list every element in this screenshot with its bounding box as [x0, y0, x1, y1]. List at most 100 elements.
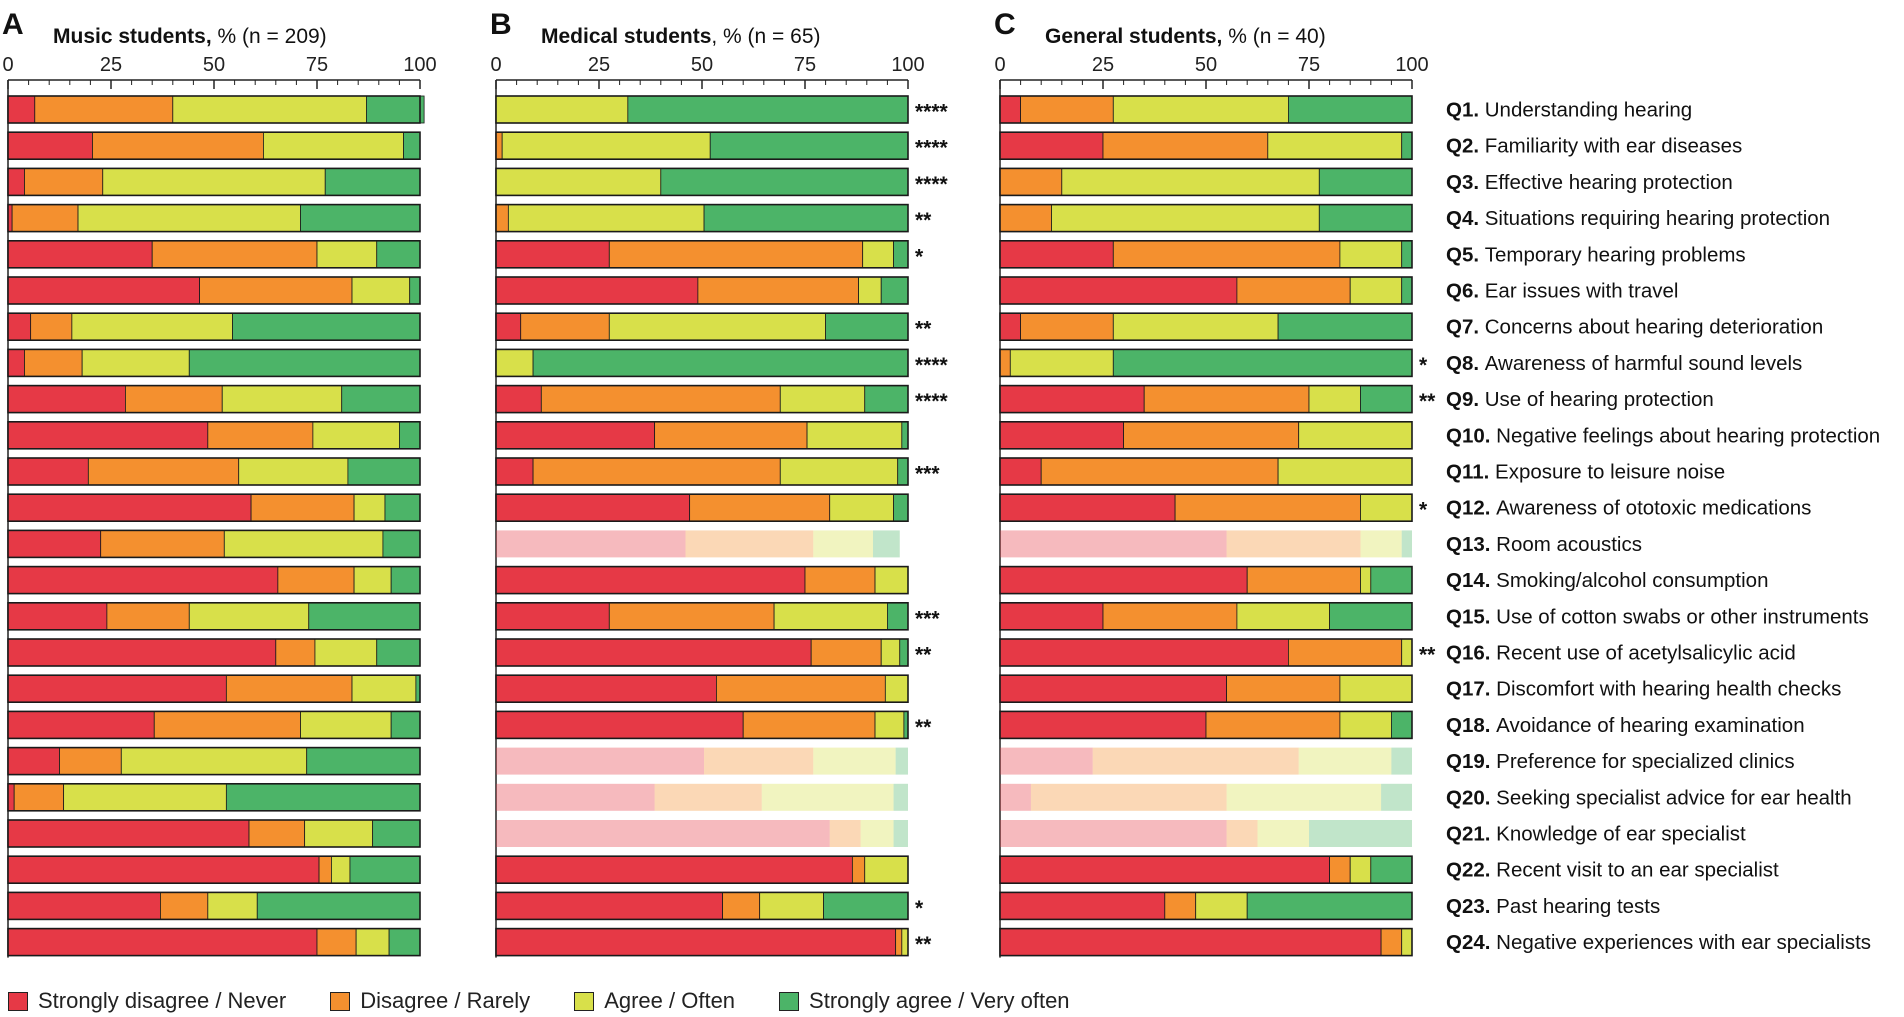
bar-outline [7, 203, 421, 233]
bar-segment [864, 855, 909, 884]
bar-segment [324, 167, 421, 196]
bar-segment [999, 638, 1289, 667]
bar-outline [7, 457, 421, 486]
bar-segment [999, 348, 1011, 377]
bar-segment [1236, 602, 1331, 631]
bar-segment [1339, 711, 1392, 739]
bar-segment [999, 276, 1238, 305]
bar-outline [495, 493, 909, 523]
bar-segment [1360, 566, 1372, 594]
bar-segment [779, 457, 899, 486]
bar-segment [761, 783, 894, 811]
bar-outline [7, 674, 421, 704]
bar-segment [7, 131, 93, 160]
bar-segment [151, 240, 318, 269]
bar-segment [689, 493, 831, 522]
bar-segment [188, 348, 421, 377]
bar-segment [390, 711, 421, 739]
bar-segment [1329, 855, 1351, 884]
bar-segment [87, 457, 240, 486]
bar-segment [495, 348, 534, 377]
bar-outline [999, 348, 1413, 378]
bar-segment [1061, 167, 1320, 196]
bar-segment [999, 892, 1166, 920]
bar-outline [7, 710, 421, 740]
bar-segment [1401, 240, 1413, 269]
significance-marker: *** [915, 463, 940, 486]
bar-segment [901, 928, 909, 956]
bar-segment [1401, 928, 1413, 956]
question-label: Q12. Awareness of ototoxic medications [1446, 497, 1811, 520]
bar-segment [316, 240, 378, 269]
bar-segment [532, 348, 909, 377]
bar-segment [862, 240, 894, 269]
bar-segment [722, 892, 761, 920]
bar-segment [495, 855, 853, 884]
x-tick-label: 0 [994, 54, 1005, 76]
bar-segment [627, 95, 909, 124]
legend-swatch [779, 991, 800, 1011]
bar-segment [1174, 493, 1361, 522]
bar-segment [496, 783, 655, 811]
bar-segment [351, 674, 417, 703]
bar-segment [1401, 530, 1412, 558]
bar-segment [7, 493, 252, 522]
bar-outline [495, 276, 909, 305]
bar-outline [495, 384, 909, 414]
bar-segment [1205, 711, 1341, 739]
bar-segment [829, 820, 861, 847]
bar-segment [520, 312, 610, 341]
bar-segment [999, 131, 1104, 160]
bar-outline [7, 95, 421, 124]
bar-outline [7, 420, 421, 450]
bar-segment [1112, 312, 1279, 341]
bar-segment [388, 928, 421, 956]
bar-segment [331, 855, 351, 884]
bar-outline [999, 674, 1413, 704]
bar-segment [1308, 385, 1361, 414]
bar-segment [703, 204, 909, 233]
question-label: Q18. Avoidance of hearing examination [1446, 714, 1805, 737]
bar-outline [7, 276, 421, 305]
bar-segment [495, 892, 724, 920]
bar-segment [495, 928, 897, 956]
bar-outline [999, 927, 1413, 957]
legend: Strongly disagree / Never Disagree / Rar… [8, 988, 1114, 1014]
bar-segment [999, 204, 1052, 233]
bar-segment [897, 457, 909, 486]
bar-segment [823, 892, 909, 920]
bar-segment [225, 674, 353, 703]
bar-segment [1288, 95, 1413, 124]
significance-marker: ** [915, 933, 932, 956]
bar-segment [71, 312, 233, 341]
bar-segment [376, 638, 421, 667]
bar-segment [308, 602, 421, 631]
bar-segment [999, 928, 1382, 956]
bar-segment [81, 348, 190, 377]
bar-segment [864, 385, 909, 414]
bar-segment [1092, 747, 1299, 775]
x-tick-label: 100 [1395, 54, 1428, 76]
question-label: Q9. Use of hearing protection [1446, 388, 1714, 411]
bar-segment [1370, 566, 1413, 594]
bar-outline [495, 891, 909, 921]
bar-segment [353, 566, 392, 594]
bar-segment [1040, 457, 1279, 486]
bar-outline [495, 131, 909, 160]
bar-segment [1123, 421, 1300, 450]
x-tick-label: 75 [1298, 54, 1320, 76]
bar-segment [1009, 348, 1114, 377]
bar-segment [999, 855, 1331, 884]
bar-segment [495, 312, 522, 341]
significance-marker: * [1419, 499, 1428, 522]
bar-outline [999, 312, 1413, 342]
bar-segment [1360, 385, 1413, 414]
bar-segment [495, 204, 509, 233]
bar-segment [223, 530, 384, 558]
bar-outline [495, 674, 909, 704]
significance-marker: **** [915, 354, 949, 377]
bar-segment [1000, 783, 1031, 811]
bar-segment [318, 855, 332, 884]
bar-segment [7, 530, 102, 558]
x-tick-label: 25 [1092, 54, 1114, 76]
